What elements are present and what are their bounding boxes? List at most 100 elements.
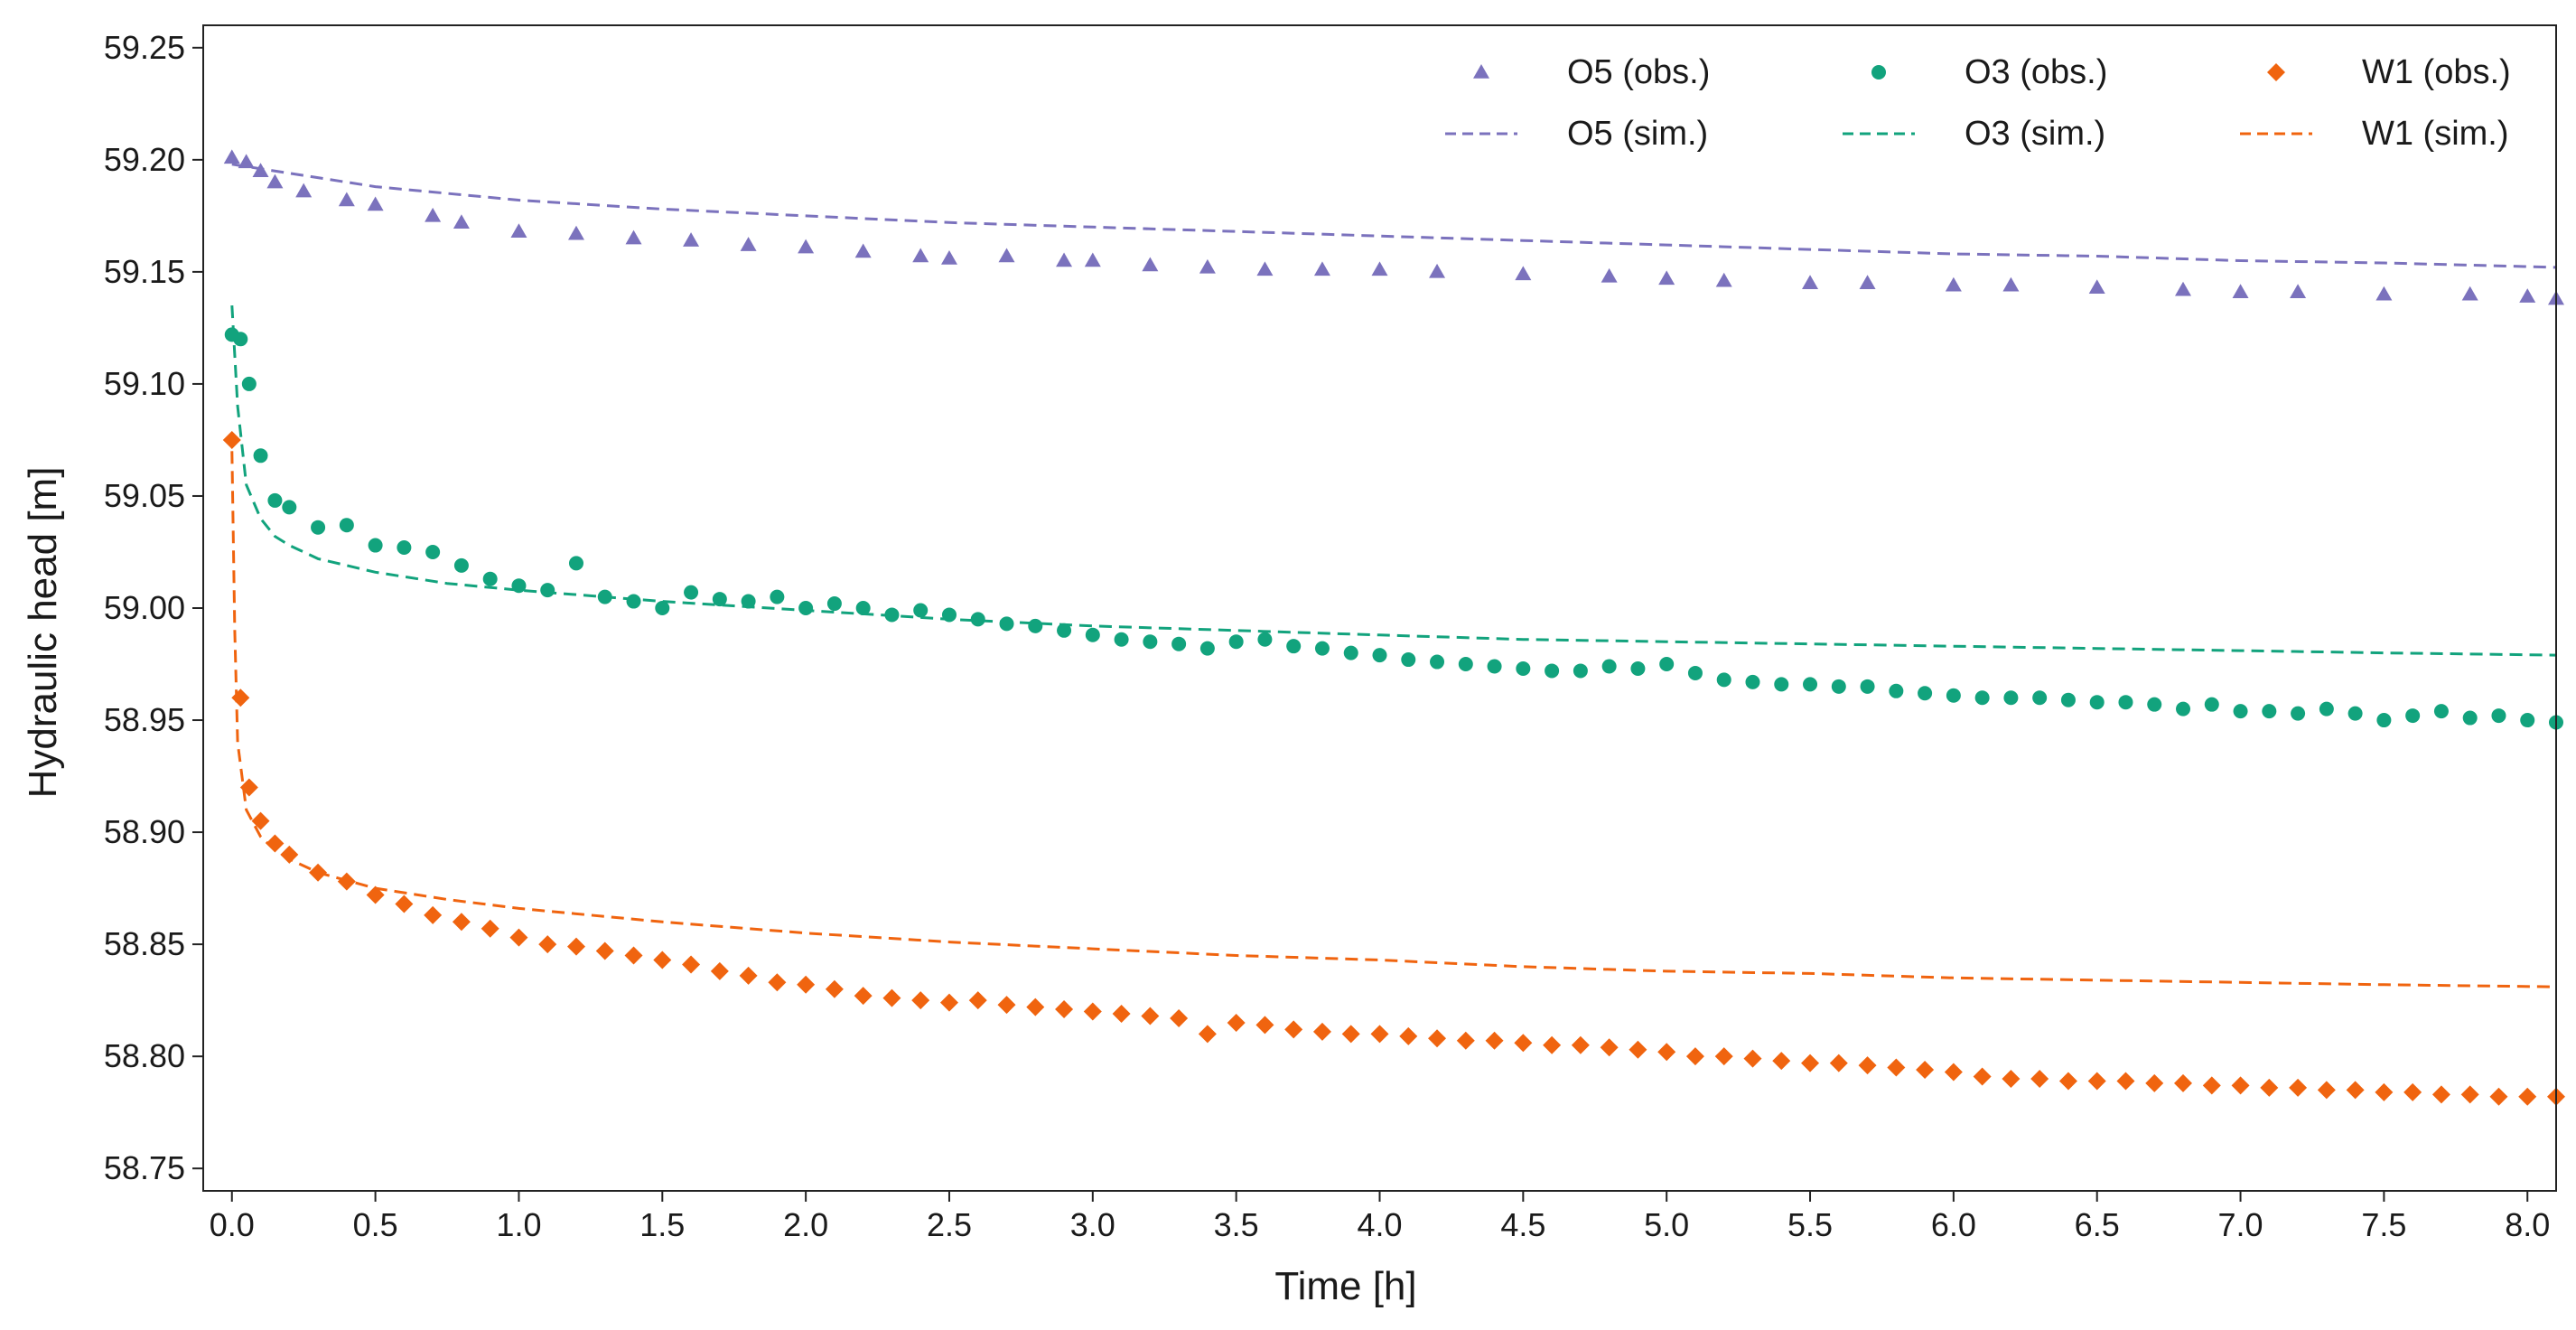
data-point	[2175, 281, 2192, 296]
data-point	[1371, 261, 1388, 276]
data-point	[2147, 697, 2162, 712]
data-point	[1516, 660, 1531, 676]
data-point	[1199, 258, 1216, 274]
legend-label: W1 (sim.)	[2362, 115, 2509, 153]
x-tick-label: 0.5	[353, 1206, 398, 1243]
data-point	[682, 955, 701, 974]
data-point	[2202, 1076, 2221, 1095]
y-tick-label: 58.75	[104, 1149, 185, 1186]
data-point	[282, 500, 297, 515]
x-tick-label: 6.0	[1931, 1206, 1976, 1243]
data-point	[1946, 688, 1961, 703]
legend-label: O5 (sim.)	[1567, 115, 1708, 153]
legend-marker	[1473, 64, 1489, 79]
data-point	[2087, 1072, 2106, 1091]
data-point	[239, 778, 258, 797]
legend-marker	[1871, 65, 1886, 80]
data-point	[1685, 1047, 1704, 1066]
data-point	[2060, 692, 2076, 707]
data-point	[1084, 252, 1101, 267]
x-tick-label: 6.5	[2075, 1206, 2120, 1243]
data-point	[366, 885, 385, 904]
data-point	[1026, 998, 1045, 1016]
data-point	[1456, 1031, 1475, 1050]
data-point	[1715, 272, 1732, 287]
data-point	[740, 237, 757, 251]
data-point	[267, 492, 283, 508]
series-line-w1-sim	[230, 451, 2557, 988]
data-point	[825, 979, 844, 998]
data-point	[231, 688, 250, 707]
data-point	[2118, 695, 2133, 710]
data-point	[1142, 257, 1159, 272]
data-point	[511, 578, 527, 594]
data-point	[739, 966, 758, 985]
data-point	[1112, 1005, 1131, 1024]
data-point	[2089, 695, 2105, 710]
data-point	[266, 173, 284, 189]
data-point	[1831, 679, 1846, 694]
data-point	[2233, 704, 2248, 719]
x-tick-label: 4.5	[1500, 1206, 1545, 1243]
data-point	[997, 996, 1016, 1015]
data-point	[2290, 284, 2307, 298]
data-point	[595, 941, 614, 960]
data-point	[884, 607, 900, 623]
data-point	[2319, 701, 2334, 717]
data-point	[1170, 1008, 1189, 1027]
data-point	[1629, 1040, 1647, 1059]
data-point	[251, 811, 270, 830]
data-point	[684, 585, 699, 600]
data-point	[339, 518, 354, 533]
data-point	[2231, 1076, 2250, 1095]
data-point	[2346, 1081, 2365, 1100]
data-point	[2431, 1085, 2450, 1104]
y-tick-label: 58.90	[104, 813, 185, 850]
x-tick-label: 5.0	[1644, 1206, 1689, 1243]
data-point	[2116, 1072, 2135, 1091]
data-point	[1430, 654, 1445, 670]
data-point	[1630, 660, 1646, 676]
series-line-o3-sim	[230, 305, 2557, 657]
data-point	[1600, 1038, 1619, 1057]
data-point	[295, 183, 313, 198]
data-point	[655, 601, 670, 615]
data-point	[1601, 267, 1618, 283]
data-point	[913, 603, 929, 618]
data-point	[1198, 1025, 1217, 1044]
data-point	[1774, 677, 1789, 692]
y-tick-label: 59.05	[104, 477, 185, 514]
data-point	[2145, 1073, 2164, 1092]
y-tick-label: 58.85	[104, 925, 185, 962]
data-point	[2030, 1069, 2049, 1088]
legend-label: W1 (obs.)	[2362, 53, 2511, 91]
data-point	[425, 544, 441, 559]
data-point	[424, 905, 443, 924]
data-point	[223, 149, 240, 164]
data-point	[2291, 706, 2306, 721]
y-tick-label: 59.10	[104, 365, 185, 402]
data-point	[1944, 1063, 1963, 1082]
data-point	[1973, 1067, 1992, 1086]
data-point	[1284, 1020, 1303, 1039]
data-point	[266, 834, 285, 853]
data-point	[2489, 1087, 2508, 1106]
data-point	[510, 223, 527, 238]
data-point	[1255, 1016, 1274, 1035]
data-point	[712, 592, 727, 607]
data-point	[1716, 672, 1731, 688]
x-tick-label: 8.0	[2505, 1206, 2550, 1243]
data-point	[2462, 710, 2478, 726]
data-point	[1083, 1002, 1102, 1021]
data-point	[797, 975, 816, 994]
data-point	[425, 207, 442, 222]
data-point	[882, 988, 901, 1007]
data-point	[481, 919, 499, 938]
data-point	[1399, 1026, 1418, 1045]
x-tick-label: 3.5	[1214, 1206, 1259, 1243]
data-point	[241, 376, 257, 391]
data-point	[1801, 1054, 1820, 1072]
data-point	[2176, 701, 2191, 717]
data-point	[1372, 648, 1387, 663]
